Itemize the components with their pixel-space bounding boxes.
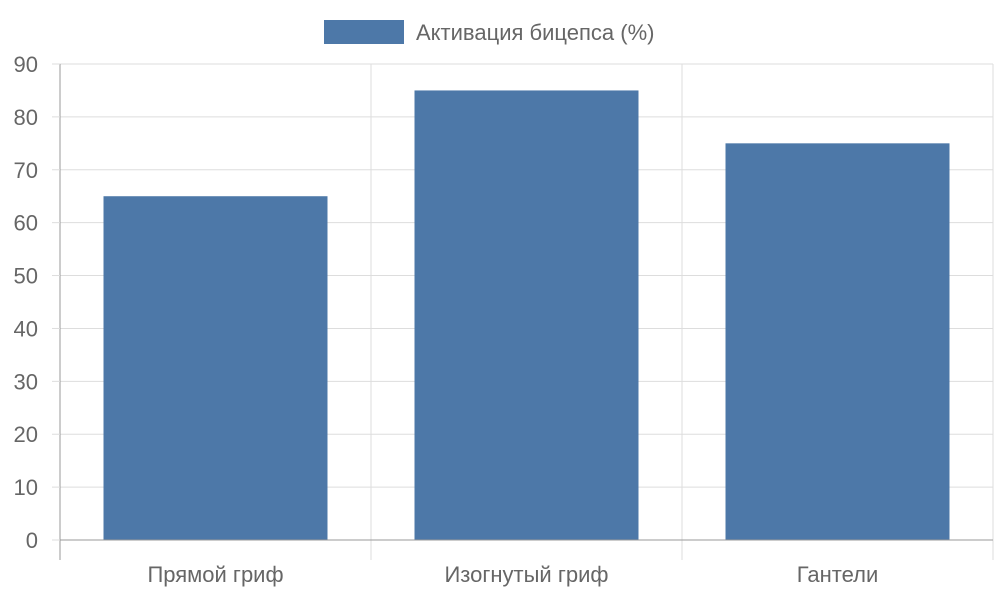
y-tick-label-0: 0: [26, 528, 38, 553]
bars: [103, 90, 950, 541]
x-tick-label-2: Изогнутый гриф: [444, 562, 608, 587]
y-tick-label-40: 40: [14, 316, 38, 341]
y-tick-label-10: 10: [14, 475, 38, 500]
y-tick-label-20: 20: [14, 422, 38, 447]
y-tick-label-50: 50: [14, 264, 38, 289]
x-axis-tick-labels: Прямой гриф Изогнутый гриф Гантели: [147, 562, 878, 587]
y-tick-label-60: 60: [14, 211, 38, 236]
bar-2: [414, 90, 639, 540]
bar-1: [103, 196, 328, 540]
y-tick-label-30: 30: [14, 369, 38, 394]
legend: Активация бицепса (%): [324, 20, 654, 45]
x-tick-label-1: Прямой гриф: [147, 562, 283, 587]
x-tick-label-3: Гантели: [797, 562, 879, 587]
legend-swatch-biceps-activation: [324, 20, 404, 44]
y-tick-label-90: 90: [14, 52, 38, 77]
axes: [52, 63, 993, 541]
bar-3: [725, 143, 950, 541]
y-axis-tick-labels: 0 10 20 30 40 50 60 70 80 90: [14, 52, 38, 553]
legend-label-biceps-activation: Активация бицепса (%): [416, 20, 654, 45]
y-tick-label-70: 70: [14, 158, 38, 183]
y-tick-label-80: 80: [14, 105, 38, 130]
